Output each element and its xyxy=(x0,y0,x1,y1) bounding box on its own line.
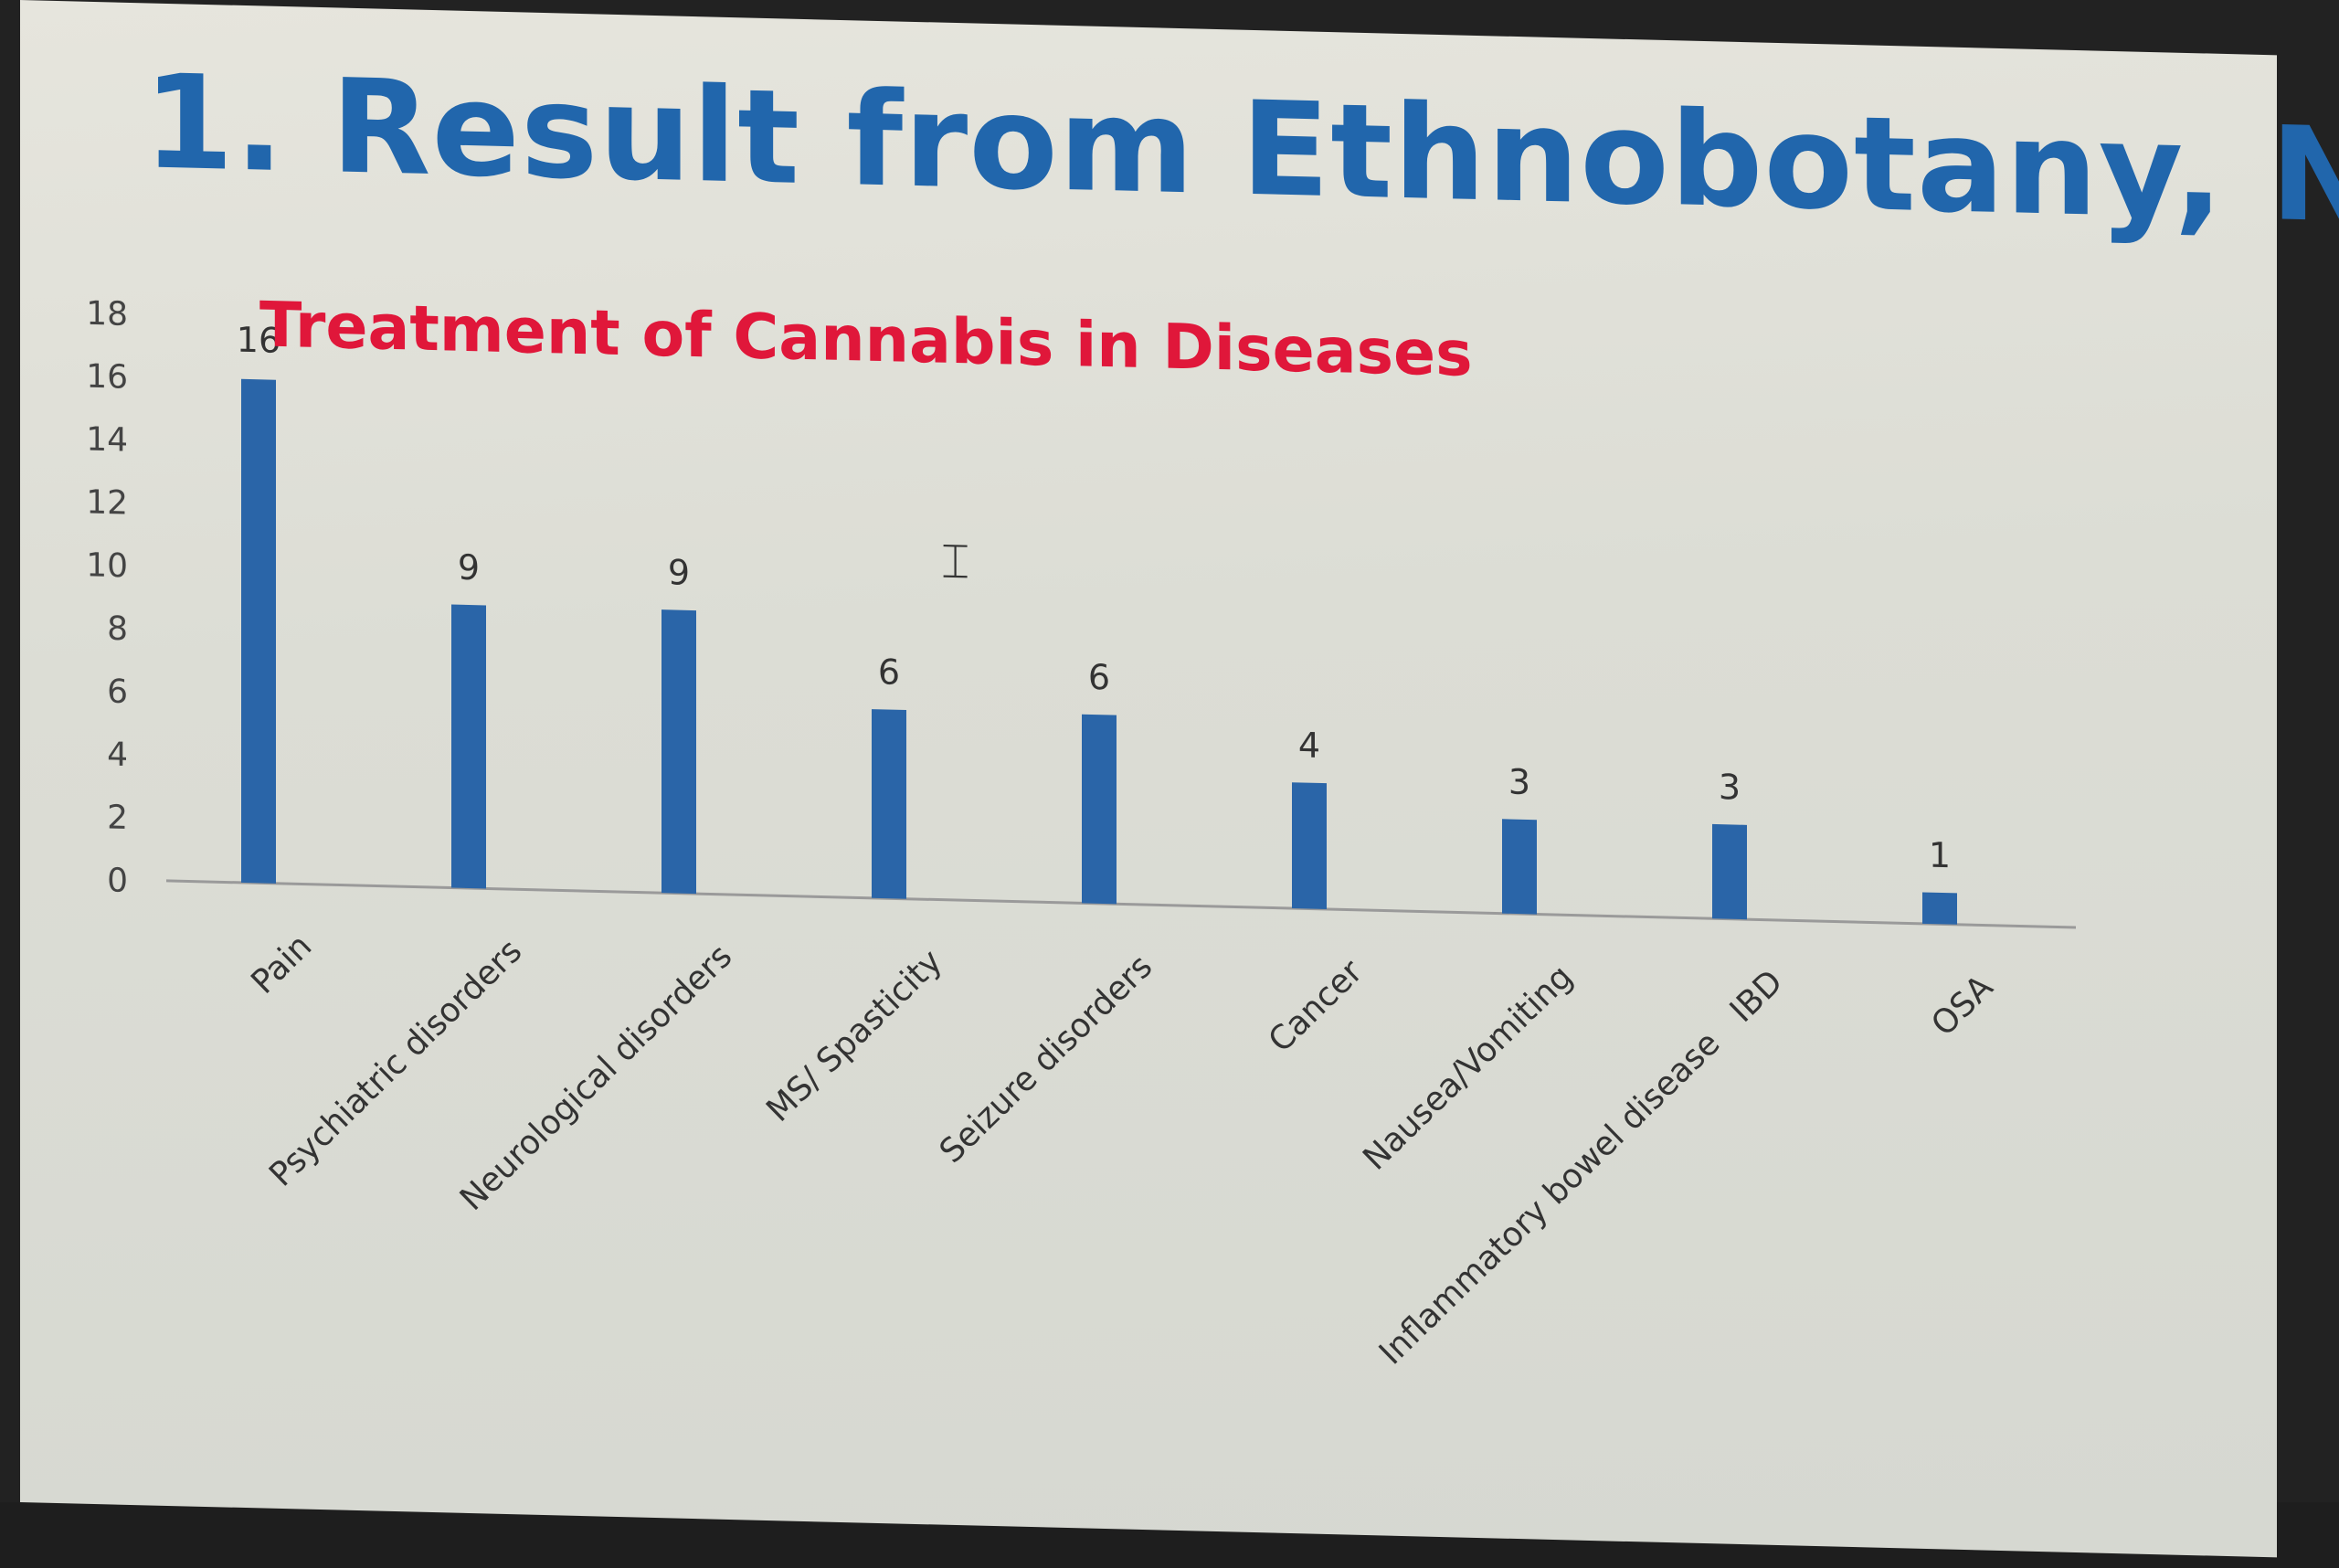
category-label: Nausea/Vomiting xyxy=(1356,958,1580,1177)
chart-title: Treatment of Cannabis in Diseases xyxy=(259,289,1473,390)
category-label: OSA xyxy=(1924,968,2000,1044)
category-label: Cancer xyxy=(1262,953,1371,1060)
bar xyxy=(451,604,486,889)
bar xyxy=(661,609,696,895)
bar xyxy=(1082,714,1117,905)
data-label: 1 xyxy=(1929,835,1951,876)
bar xyxy=(1502,819,1537,915)
y-tick-label: 4 xyxy=(107,736,128,775)
y-tick-label: 18 xyxy=(86,295,128,334)
y-tick-label: 6 xyxy=(107,673,128,712)
category-label: Inflammatory bowel disease IBD xyxy=(1372,963,1790,1372)
data-labels-group: 16 9 9 6 6 4 3 3 1 xyxy=(237,320,1951,876)
y-tick-label: 0 xyxy=(107,862,128,900)
data-label: 9 xyxy=(668,552,690,593)
data-label: 16 xyxy=(237,320,280,361)
y-tick-label: 14 xyxy=(86,421,128,460)
data-label: 4 xyxy=(1298,725,1320,766)
data-label: 9 xyxy=(458,547,480,588)
y-axis-ticks: 0 2 4 6 8 10 12 14 16 18 xyxy=(86,295,128,900)
bar xyxy=(1922,892,1957,925)
y-tick-label: 2 xyxy=(107,799,128,837)
bar xyxy=(241,378,276,884)
bar xyxy=(1292,782,1327,909)
data-label: 6 xyxy=(1088,657,1110,698)
category-label: Pain xyxy=(244,927,319,1001)
category-label: MS/ Spasticity xyxy=(759,943,949,1129)
category-label: Seizure disorders xyxy=(933,948,1160,1171)
x-axis-line xyxy=(166,879,2076,929)
data-label: 3 xyxy=(1719,767,1741,808)
bars-group xyxy=(241,378,1957,925)
bar xyxy=(872,709,906,899)
y-tick-label: 10 xyxy=(86,546,128,585)
y-tick-label: 12 xyxy=(86,483,128,522)
bar xyxy=(1712,823,1747,920)
y-tick-label: 16 xyxy=(86,358,128,397)
data-label: 6 xyxy=(878,652,900,693)
data-label: 3 xyxy=(1508,761,1530,802)
text-cursor-icon: ⌶ xyxy=(941,534,970,590)
bar-chart: 0 2 4 6 8 10 12 14 16 18 16 9 9 6 6 4 3 3 1 PainPsychiatr… xyxy=(86,289,2076,1372)
y-tick-label: 8 xyxy=(107,610,128,649)
